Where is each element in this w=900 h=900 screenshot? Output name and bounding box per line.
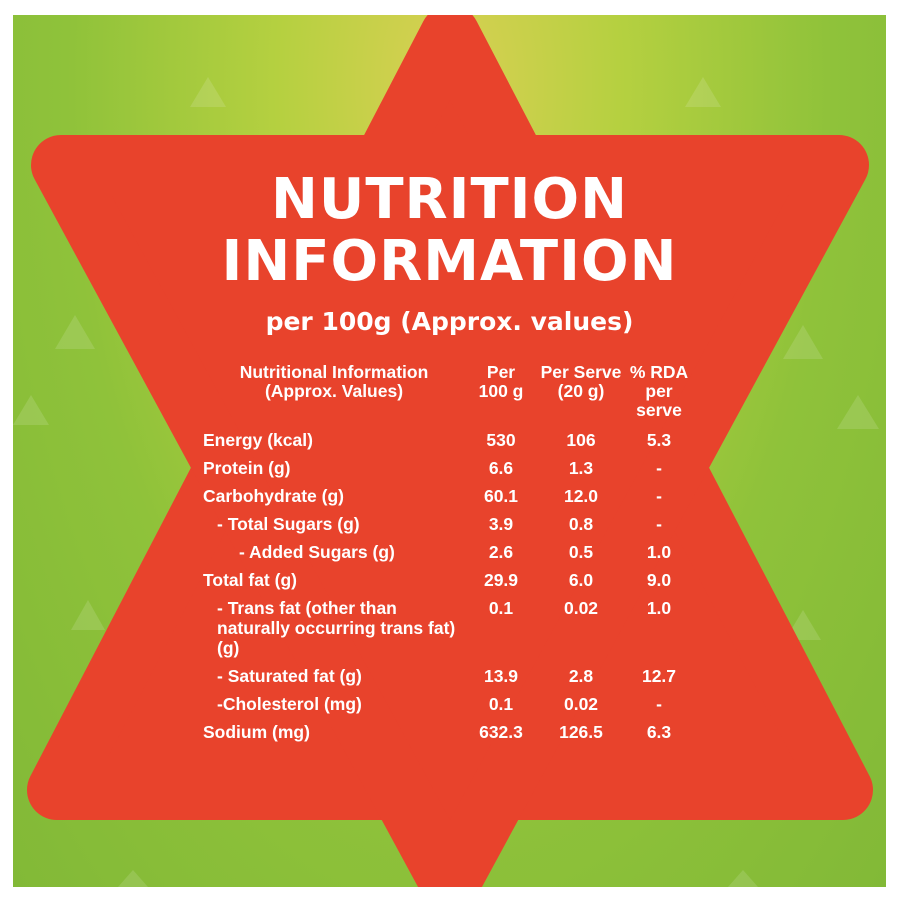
row-per-serve: 0.5 — [568, 542, 594, 562]
table-row: - Total Sugars (g) 3.9 0.8 - — [203, 510, 693, 538]
row-label: Carbohydrate (g) — [203, 486, 344, 506]
table-row: - Trans fat (other than naturally occurr… — [203, 594, 693, 662]
title-line-2: INFORMATION — [221, 229, 678, 294]
row-per-100g: 13.9 — [483, 666, 519, 686]
row-per-serve: 126.5 — [559, 722, 603, 742]
nutrition-panel: NUTRITION INFORMATION per 100g (Approx. … — [13, 15, 886, 887]
row-rda: 12.7 — [641, 666, 677, 686]
row-per-serve: 0.02 — [563, 598, 599, 618]
row-per-100g: 6.6 — [488, 458, 514, 478]
row-per-serve: 0.02 — [563, 694, 599, 714]
row-per-serve: 0.8 — [568, 514, 594, 534]
row-per-serve: 6.0 — [568, 570, 594, 590]
table-row: Protein (g) 6.6 1.3 - — [203, 454, 693, 482]
header-serve-line1: Per Serve — [540, 362, 622, 382]
row-per-100g: 2.6 — [488, 542, 514, 562]
row-per-100g: 0.1 — [488, 598, 514, 618]
star-triangle-down — [31, 135, 869, 887]
row-per-100g: 530 — [486, 430, 516, 450]
header-rda-line2: per serve — [636, 381, 682, 420]
row-per-100g: 632.3 — [479, 722, 523, 742]
row-per-100g: 60.1 — [483, 486, 519, 506]
table-header-row: Nutritional Information (Approx. Values)… — [203, 363, 693, 426]
row-per-serve: 1.3 — [568, 458, 594, 478]
row-rda: 9.0 — [646, 570, 672, 590]
row-label: Total fat (g) — [203, 570, 297, 590]
header-rda-line1: % RDA — [629, 362, 689, 382]
row-label: - Saturated fat (g) — [217, 666, 362, 686]
table-row: - Added Sugars (g) 2.6 0.5 1.0 — [203, 538, 693, 566]
row-rda: - — [656, 514, 662, 534]
row-rda: - — [656, 486, 662, 506]
subtitle: per 100g (Approx. values) — [265, 307, 634, 336]
row-label: - Trans fat (other than naturally occurr… — [217, 598, 456, 658]
nutrition-table: Nutritional Information (Approx. Values)… — [203, 363, 693, 746]
header-per-100g: Per 100 g — [465, 363, 537, 426]
table-row: Sodium (mg) 632.3 126.5 6.3 — [203, 718, 693, 746]
row-rda: 5.3 — [646, 430, 672, 450]
row-per-serve: 2.8 — [568, 666, 594, 686]
row-rda: - — [656, 694, 662, 714]
row-label: Sodium (mg) — [203, 722, 310, 742]
header-serve-line2: (20 g) — [557, 381, 605, 401]
row-label: - Added Sugars (g) — [239, 542, 395, 562]
title-line-1: NUTRITION — [270, 167, 628, 232]
row-rda: - — [656, 458, 662, 478]
row-label: Energy (kcal) — [203, 430, 313, 450]
table-row: Total fat (g) 29.9 6.0 9.0 — [203, 566, 693, 594]
header-label-line2: (Approx. Values) — [264, 381, 404, 401]
triangle-pattern — [13, 77, 879, 887]
row-rda: 6.3 — [646, 722, 672, 742]
row-rda: 1.0 — [646, 598, 672, 618]
row-per-100g: 0.1 — [488, 694, 514, 714]
table-row: Energy (kcal) 530 106 5.3 — [203, 426, 693, 454]
star-background — [13, 15, 879, 887]
row-per-serve: 106 — [566, 430, 596, 450]
header-rda: % RDA per serve — [625, 363, 693, 426]
row-label: - Total Sugars (g) — [217, 514, 360, 534]
header-per-serve: Per Serve (20 g) — [537, 363, 625, 426]
header-per100-line2: 100 g — [478, 381, 524, 401]
row-rda: 1.0 — [646, 542, 672, 562]
table-row: Carbohydrate (g) 60.1 12.0 - — [203, 482, 693, 510]
header-label-line1: Nutritional Information — [239, 362, 429, 382]
header-nutritional-information: Nutritional Information (Approx. Values) — [203, 363, 465, 426]
table-row: -Cholesterol (mg) 0.1 0.02 - — [203, 690, 693, 718]
row-per-100g: 3.9 — [488, 514, 514, 534]
table-row: - Saturated fat (g) 13.9 2.8 12.7 — [203, 662, 693, 690]
row-per-100g: 29.9 — [483, 570, 519, 590]
row-label: Protein (g) — [203, 458, 291, 478]
header-per100-line1: Per — [486, 362, 516, 382]
row-label: -Cholesterol (mg) — [217, 694, 362, 714]
row-per-serve: 12.0 — [563, 486, 599, 506]
